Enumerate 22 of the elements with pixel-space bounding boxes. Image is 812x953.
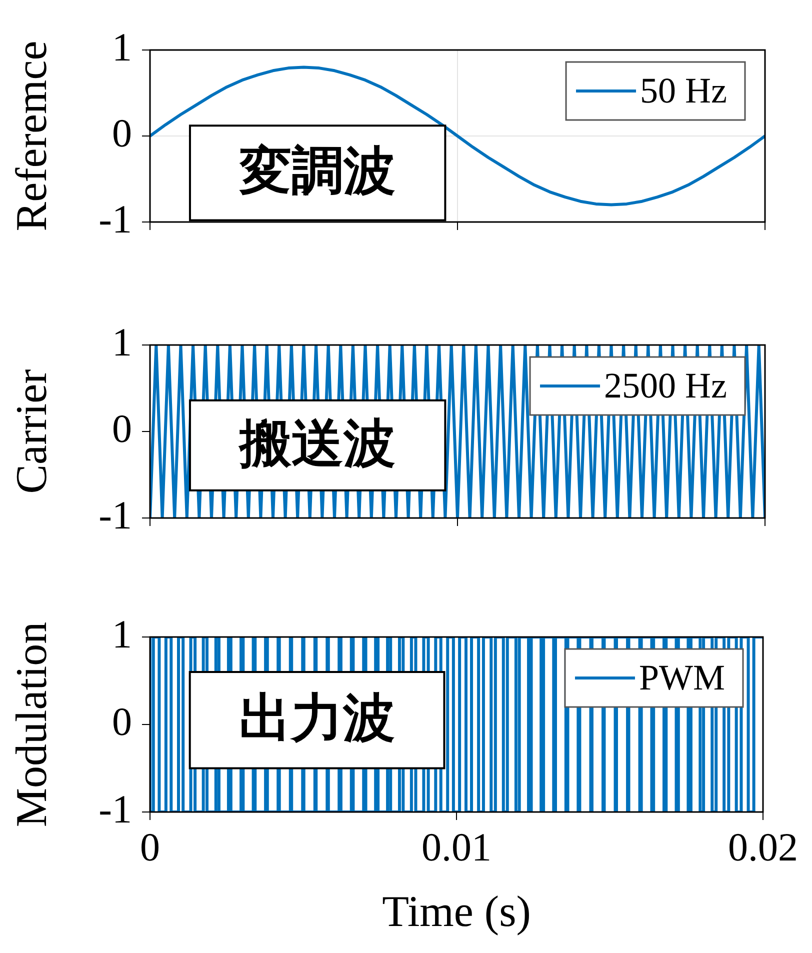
y-tick-label: 1 xyxy=(112,612,132,656)
legend-label: 50 Hz xyxy=(640,70,728,110)
y-tick-label: 0 xyxy=(112,406,132,451)
annotation: 搬送波 xyxy=(238,414,396,474)
y-tick-label: -1 xyxy=(98,492,132,538)
y-tick-label: -1 xyxy=(98,196,132,242)
x-axis-title: Time (s) xyxy=(382,887,531,936)
y-axis-title: Referemce xyxy=(6,40,56,232)
y-tick-label: 0 xyxy=(112,110,132,156)
legend-label: PWM xyxy=(638,657,726,698)
x-tick-label: 0.02 xyxy=(728,824,798,870)
legend-label: 2500 Hz xyxy=(604,365,728,406)
annotation: 出力波 xyxy=(239,688,396,749)
x-tick-label: 0 xyxy=(140,824,160,870)
annotation: 変調波 xyxy=(238,141,396,202)
y-tick-label: 1 xyxy=(112,320,132,364)
y-tick-label: 0 xyxy=(112,699,132,744)
y-tick-label: -1 xyxy=(98,786,132,832)
x-tick-label: 0.01 xyxy=(422,824,492,870)
y-axis-title: Carrier xyxy=(6,368,56,494)
y-tick-label: 1 xyxy=(112,24,132,70)
y-axis-title: Modulation xyxy=(6,622,56,828)
